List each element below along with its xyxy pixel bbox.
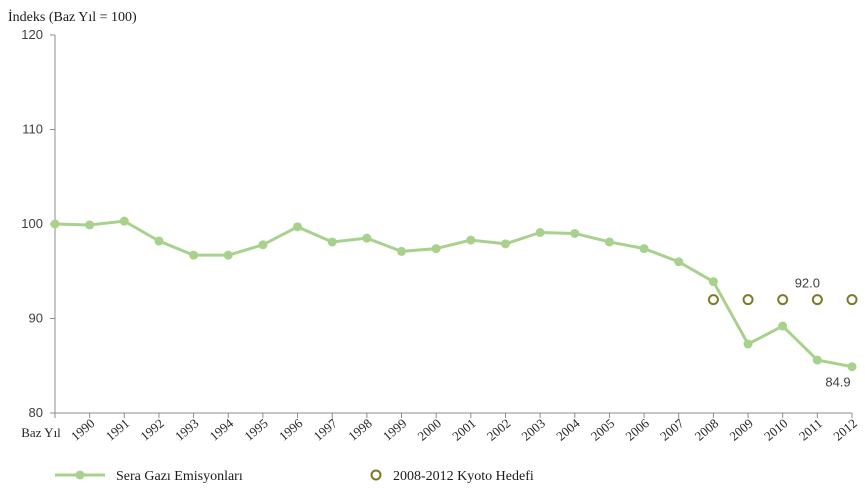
data-point-sera-gazi <box>570 228 580 238</box>
data-point-sera-gazi <box>397 246 407 256</box>
data-label: 84.9 <box>825 375 850 390</box>
data-point-kyoto-hedefi <box>707 294 719 306</box>
data-point-sera-gazi <box>293 222 303 232</box>
x-tick-label: 2000 <box>415 415 445 443</box>
y-axis-label: İndeks (Baz Yıl = 100) <box>8 9 137 25</box>
legend-swatch-sera-gazi-marker <box>75 470 85 480</box>
data-point-sera-gazi <box>258 240 268 250</box>
data-point-kyoto-hedefi <box>777 294 789 306</box>
x-tick-label: 1992 <box>137 415 167 443</box>
y-tick-label: 80 <box>29 405 43 420</box>
data-point-sera-gazi <box>362 233 372 243</box>
data-point-kyoto-hedefi <box>846 294 858 306</box>
y-tick-label: 90 <box>29 311 43 326</box>
data-annotations: 92.0 84.9 <box>795 276 851 390</box>
data-point-sera-gazi <box>743 339 753 349</box>
x-tick-label: 1999 <box>380 415 410 443</box>
series-points-kyoto-hedefi <box>707 294 858 306</box>
data-point-kyoto-hedefi <box>742 294 754 306</box>
x-tick-label: 2012 <box>830 415 860 443</box>
x-tick-label: 1994 <box>207 415 237 444</box>
x-tick-label: 1998 <box>345 415 375 443</box>
y-tick-label: 100 <box>21 216 43 231</box>
data-point-sera-gazi <box>119 216 129 226</box>
data-point-sera-gazi <box>154 236 164 246</box>
data-point-sera-gazi <box>327 237 337 247</box>
y-tick-label: 110 <box>22 122 43 137</box>
y-axis-ticks: 80 90 100 110 120 <box>21 27 55 420</box>
x-tick-label: 1996 <box>276 415 306 444</box>
legend-label-sera-gazi: Sera Gazı Emisyonları <box>116 469 243 484</box>
legend-label-kyoto: 2008-2012 Kyoto Hedefi <box>393 469 534 484</box>
x-tick-label: 1995 <box>241 415 271 443</box>
data-point-sera-gazi <box>778 321 788 331</box>
x-tick-label: 2010 <box>761 415 791 443</box>
legend: Sera Gazı Emisyonları 2008-2012 Kyoto He… <box>55 469 534 484</box>
x-axis-ticks: Baz Yıl 1990 1991 1992 1993 1994 1995 1996 1997 1… <box>21 413 860 444</box>
series-points-sera-gazi <box>50 216 857 372</box>
data-point-sera-gazi <box>466 235 476 245</box>
data-point-kyoto-hedefi <box>811 294 823 306</box>
data-point-sera-gazi <box>85 220 95 230</box>
x-tick-label: 2006 <box>622 415 652 444</box>
data-label: 92.0 <box>795 276 820 291</box>
x-tick-label: 2004 <box>553 415 583 444</box>
x-tick-label: 1990 <box>68 415 98 443</box>
x-tick-label: 2001 <box>449 415 479 443</box>
legend-swatch-kyoto-marker <box>370 469 382 481</box>
data-point-sera-gazi <box>189 250 199 260</box>
data-point-sera-gazi <box>847 362 857 372</box>
series-line-sera-gazi <box>54 219 853 369</box>
data-point-sera-gazi <box>674 257 684 267</box>
y-tick-label: 120 <box>21 27 43 42</box>
x-tick-label: 1991 <box>103 415 133 443</box>
data-point-sera-gazi <box>708 277 718 287</box>
x-tick-label: 1993 <box>172 415 202 443</box>
data-point-sera-gazi <box>604 237 614 247</box>
x-tick-label: 2008 <box>692 415 722 443</box>
data-point-sera-gazi <box>50 219 60 229</box>
x-tick-label: 2011 <box>796 416 825 444</box>
data-point-sera-gazi <box>500 239 510 249</box>
data-point-sera-gazi <box>639 244 649 254</box>
data-point-sera-gazi <box>535 228 545 238</box>
x-tick-label: Baz Yıl <box>21 425 61 440</box>
x-tick-label: 2007 <box>657 415 687 444</box>
data-point-sera-gazi <box>812 355 822 365</box>
x-tick-label: 1997 <box>311 415 341 444</box>
x-tick-label: 2009 <box>726 415 756 443</box>
data-point-sera-gazi <box>431 244 441 254</box>
x-tick-label: 2002 <box>484 415 514 443</box>
x-tick-label: 2003 <box>518 415 548 443</box>
data-point-sera-gazi <box>223 250 233 260</box>
x-tick-label: 2005 <box>588 415 618 443</box>
